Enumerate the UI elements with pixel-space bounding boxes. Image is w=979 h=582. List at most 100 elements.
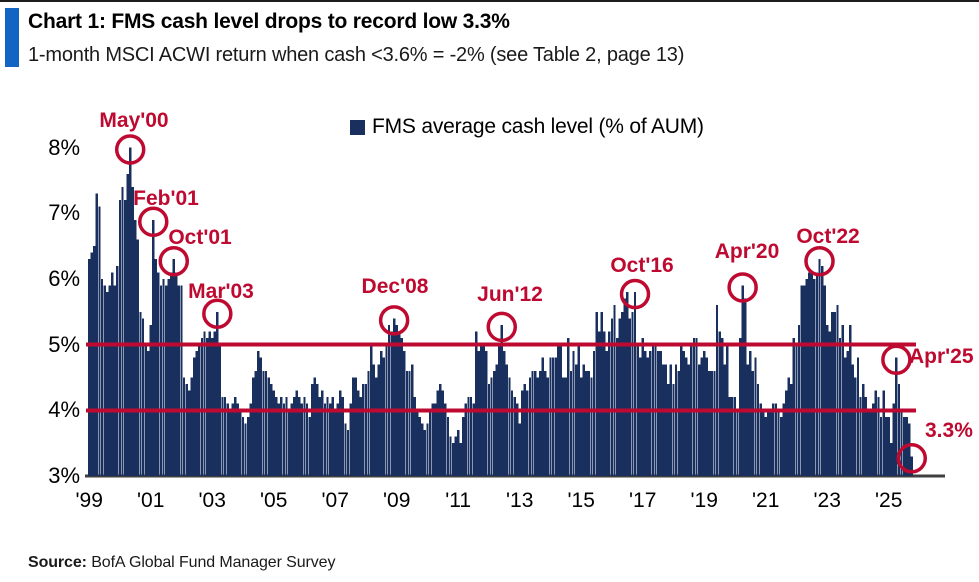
bar [659,351,662,476]
bar [539,370,542,476]
bar [234,397,237,476]
bar [751,370,755,476]
bar [546,377,550,476]
bar [854,377,857,476]
bar [170,272,173,476]
bar [111,272,114,476]
bar [398,331,401,476]
y-axis-label: 5% [48,331,80,357]
bar [90,252,93,476]
bar [574,364,578,476]
bar [887,416,890,476]
bar [808,272,811,476]
bar [892,403,896,476]
bar [667,384,670,476]
legend: FMS average cash level (% of AUM) [350,115,704,139]
bar [298,397,301,476]
bar [382,357,386,476]
x-axis-label: '01 [137,489,165,512]
bar [613,305,616,476]
bar [562,377,565,476]
bar [503,351,506,476]
bar [377,364,380,476]
bar [833,311,837,476]
bar [759,403,762,476]
bar [715,305,719,476]
bar [121,186,124,477]
bar [662,364,665,476]
x-axis-label: '05 [260,489,288,512]
bar [849,324,852,476]
bar [303,397,306,476]
bar [469,397,473,476]
bar [708,370,711,476]
bar [164,285,168,476]
bar [664,364,667,476]
bar [518,423,521,476]
bar [826,324,829,476]
bar [426,423,429,476]
bar [344,423,347,476]
bar [154,259,158,476]
bar [395,324,398,476]
annotation-label: Dec'08 [361,275,429,298]
bar [872,403,875,476]
bar [336,403,339,476]
bar [877,397,880,476]
bar [357,390,360,476]
bar [533,370,537,476]
bar [318,397,322,476]
bar [203,331,206,476]
bar [441,390,445,476]
bar [103,285,106,476]
bar [692,338,696,476]
bar [818,259,821,476]
bar [139,311,142,476]
annotation-circle-Dec'08 [378,305,410,336]
bar [897,384,901,476]
bar [736,410,739,476]
annotation-label: 3.3% [925,419,973,442]
annotation-circle-Apr'25 [881,344,912,375]
bar [895,357,898,476]
bar [331,397,334,476]
bar [213,331,216,476]
bar [459,443,462,476]
bar [741,285,744,476]
bar [633,292,637,476]
bar [531,370,534,476]
bar [828,331,831,476]
bar [277,403,281,476]
bar [541,357,544,476]
bar [843,357,847,476]
bar [316,384,319,476]
bar [523,384,527,476]
bar [761,410,765,476]
bar [677,370,680,476]
bar [321,390,324,476]
bar [428,410,432,476]
bar [838,338,842,476]
bar [149,324,152,476]
bar [910,456,913,476]
bar [785,390,788,476]
bar [239,410,242,476]
bar [400,338,404,476]
bar [856,357,860,476]
bar [756,384,760,476]
bar [900,410,903,476]
annotation-circle-Mar'03 [202,298,233,329]
bar [618,318,621,476]
bar [182,377,186,476]
bar [131,186,134,477]
bar [590,377,593,476]
bar [162,278,165,476]
bar [792,338,796,476]
bar [705,357,708,476]
bar [93,246,96,476]
bar [528,377,532,476]
bar [187,390,191,476]
bar [472,403,475,476]
bar [626,292,629,476]
bar [249,403,252,476]
